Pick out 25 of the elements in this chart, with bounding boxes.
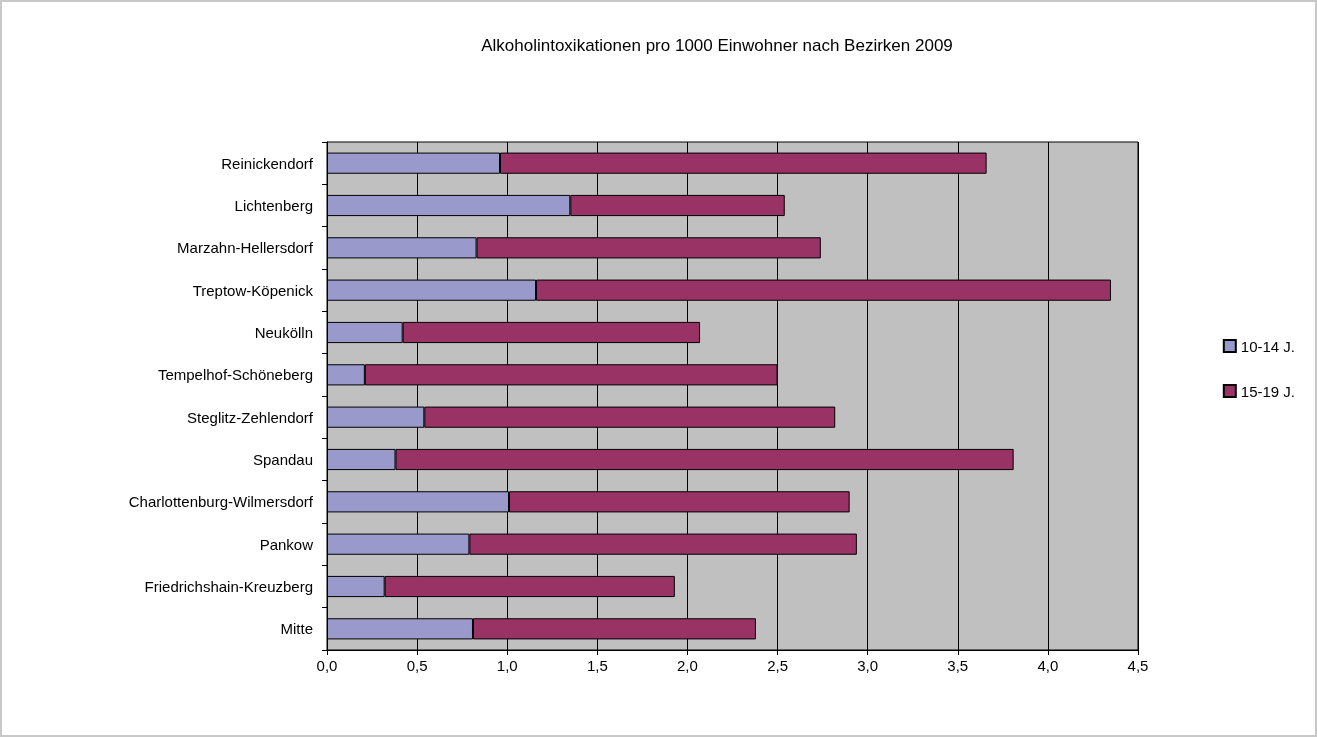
- y-tick-label: Spandau: [252, 451, 313, 468]
- x-tick-label: 4,0: [1037, 657, 1059, 674]
- x-tick-label: 4,5: [1127, 657, 1149, 674]
- y-tick-label: Treptow-Köpenick: [192, 281, 314, 299]
- legend-label: 10-14 J.: [1240, 337, 1295, 355]
- x-tick-label: 2,5: [767, 657, 788, 674]
- y-tick-label: Reinickendorf: [221, 154, 314, 172]
- y-tick-label: Lichtenberg: [234, 197, 313, 214]
- x-tick-label: 2,0: [677, 657, 698, 674]
- x-tick-label: 1,5: [586, 657, 608, 674]
- y-tick-label: Steglitz-Zehlendorf: [187, 408, 314, 426]
- legend-label: 15-19 J.: [1240, 382, 1295, 400]
- y-tick-label: Marzahn-Hellersdorf: [177, 239, 314, 257]
- x-tick-label: 1,0: [496, 657, 518, 674]
- y-tick-label: Tempelhof-Schöneberg: [157, 366, 313, 384]
- x-tick-label: 3,5: [947, 657, 969, 674]
- x-tick-label: 3,0: [857, 657, 879, 674]
- chart-title: Alkoholintoxikationen pro 1000 Einwohner nach Bezirken 2009: [481, 36, 953, 55]
- y-tick-label: Neukölln: [254, 324, 313, 341]
- y-tick-label: Charlottenburg-Wilmersdorf: [128, 493, 314, 511]
- x-tick-label: 0,0: [316, 657, 338, 674]
- y-tick-label: Friedrichshain-Kreuzberg: [144, 578, 313, 595]
- y-tick-label: Mitte: [280, 620, 313, 638]
- y-tick-label: Pankow: [259, 535, 314, 553]
- x-tick-label: 0,5: [406, 657, 428, 674]
